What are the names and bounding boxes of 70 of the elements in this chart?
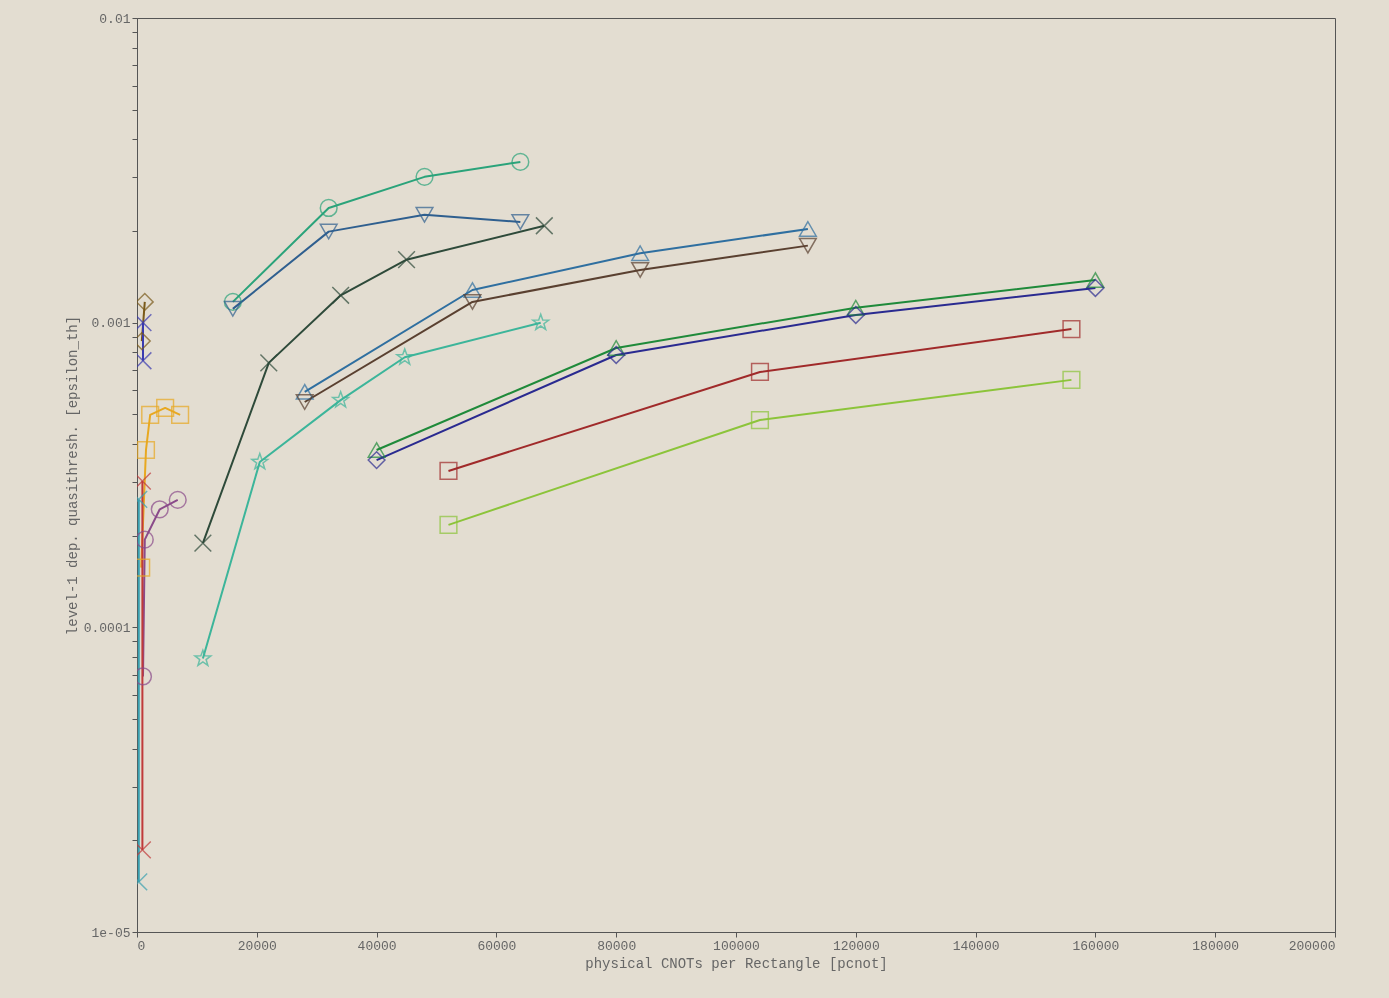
point: [511, 152, 530, 172]
x-tick-label: 100000: [713, 938, 760, 954]
point: [463, 282, 482, 298]
x-tick-label: 80000: [597, 938, 637, 954]
point: [607, 345, 626, 365]
point: [137, 471, 152, 491]
point: [319, 198, 338, 218]
point: [415, 167, 434, 186]
point: [137, 840, 152, 860]
point: [194, 649, 212, 667]
x-tick-label: 60000: [477, 938, 517, 954]
x-tick-label: 140000: [952, 938, 1000, 954]
x-tick-label: 0: [137, 938, 146, 954]
point: [1086, 272, 1105, 289]
point: [331, 286, 350, 305]
point: [750, 362, 770, 382]
point: [607, 339, 626, 356]
point: [631, 261, 650, 278]
x-tick-label: 120000: [832, 938, 880, 954]
point: [223, 300, 242, 317]
y-tick-label: 0.0001: [83, 620, 131, 636]
x-tick-label: 40000: [357, 938, 397, 954]
point: [750, 410, 770, 430]
point: [367, 442, 386, 458]
x-tick-label: 200000: [1288, 938, 1336, 954]
point: [396, 348, 414, 365]
point: [1086, 278, 1105, 298]
point: [137, 667, 153, 686]
point: [439, 515, 458, 534]
point: [331, 390, 350, 408]
point: [168, 490, 187, 509]
point: [319, 223, 338, 240]
point: [846, 299, 865, 316]
point: [511, 214, 530, 230]
point: [532, 313, 550, 331]
point: [193, 533, 213, 553]
point: [171, 405, 190, 425]
point: [141, 405, 160, 425]
x-axis-title: physical CNOTs per Rectangle [pcnot]: [585, 955, 888, 972]
point: [367, 450, 386, 470]
point: [259, 353, 278, 372]
point: [251, 452, 269, 470]
point: [415, 206, 434, 223]
y-tick-label: 1e-05: [91, 925, 131, 941]
point: [137, 440, 156, 460]
y-axis-title: level-1 dep. quasithresh. [epsilon_th]: [64, 315, 81, 636]
point: [439, 461, 458, 481]
point: [463, 293, 482, 310]
point: [150, 500, 169, 519]
point: [156, 398, 175, 418]
point: [798, 220, 817, 237]
x-tick-label: 20000: [237, 938, 277, 954]
point: [137, 292, 154, 312]
y-tick-label: 0.01: [99, 11, 131, 27]
point: [295, 383, 314, 400]
point: [397, 250, 416, 269]
point: [137, 313, 153, 332]
point: [1062, 370, 1081, 389]
x-tick-label: 160000: [1072, 938, 1120, 954]
point: [631, 245, 650, 262]
point: [535, 216, 554, 235]
point: [137, 530, 154, 549]
point: [137, 351, 153, 370]
x-tick-label: 180000: [1192, 938, 1240, 954]
point: [295, 394, 314, 411]
point: [846, 305, 865, 325]
point: [798, 237, 817, 254]
y-tick-label: 0.001: [91, 316, 131, 332]
point: [1062, 319, 1081, 339]
point: [223, 292, 242, 311]
